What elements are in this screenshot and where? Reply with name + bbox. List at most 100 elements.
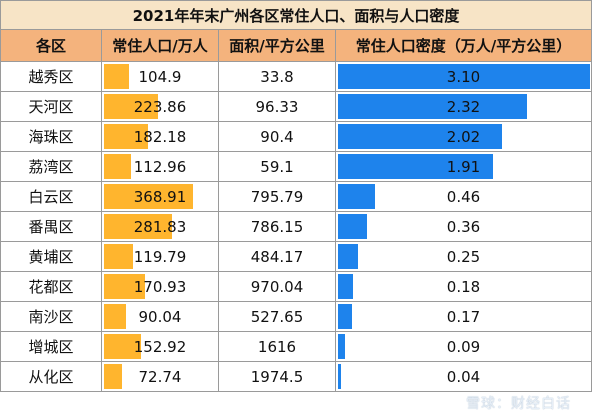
table-row: 白云区 368.91 795.79 0.46 <box>0 181 592 212</box>
density-bar <box>338 94 527 119</box>
density-bar <box>338 64 590 89</box>
district-name: 白云区 <box>0 181 102 212</box>
table-body: 越秀区 104.9 33.8 3.10 天河区 223.86 96.33 2.32 海珠区 182… <box>0 61 592 392</box>
area-value: 90.4 <box>218 121 336 152</box>
area-value: 970.04 <box>218 271 336 302</box>
district-name: 从化区 <box>0 361 102 392</box>
population-value: 281.83 <box>133 217 187 236</box>
table-row: 海珠区 182.18 90.4 2.02 <box>0 121 592 152</box>
population-cell: 119.79 <box>101 241 219 272</box>
population-cell: 90.04 <box>101 301 219 332</box>
population-value: 368.91 <box>133 187 187 206</box>
population-cell: 112.96 <box>101 151 219 182</box>
density-cell: 2.32 <box>334 91 592 122</box>
population-value: 223.86 <box>133 97 187 116</box>
density-value: 2.02 <box>446 127 481 146</box>
density-value: 3.10 <box>446 67 481 86</box>
table-row: 南沙区 90.04 527.65 0.17 <box>0 301 592 332</box>
population-value: 90.04 <box>138 307 182 326</box>
population-cell: 152.92 <box>101 331 219 362</box>
population-bar <box>104 64 129 89</box>
population-bar <box>104 214 172 239</box>
population-value: 112.96 <box>133 157 187 176</box>
population-value: 119.79 <box>133 247 187 266</box>
population-value: 72.74 <box>138 367 182 386</box>
header-population: 常住人口/万人 <box>101 29 219 62</box>
district-name: 黄埔区 <box>0 241 102 272</box>
density-value: 0.04 <box>446 367 481 386</box>
density-cell: 0.25 <box>334 241 592 272</box>
table-title: 2021年年末广州各区常住人口、面积与人口密度 <box>0 0 592 30</box>
population-bar <box>104 154 131 179</box>
density-cell: 0.04 <box>334 361 592 392</box>
population-cell: 170.93 <box>101 271 219 302</box>
density-bar <box>338 184 375 209</box>
table-row: 花都区 170.93 970.04 0.18 <box>0 271 592 302</box>
density-bar <box>338 304 352 329</box>
population-cell: 223.86 <box>101 91 219 122</box>
area-value: 484.17 <box>218 241 336 272</box>
density-bar <box>338 364 341 389</box>
district-name: 荔湾区 <box>0 151 102 182</box>
watermark: 雪球：财经白话 <box>466 396 571 412</box>
area-value: 527.65 <box>218 301 336 332</box>
table-row: 荔湾区 112.96 59.1 1.91 <box>0 151 592 182</box>
area-value: 795.79 <box>218 181 336 212</box>
density-value: 1.91 <box>446 157 481 176</box>
density-value: 0.36 <box>446 217 481 236</box>
area-value: 786.15 <box>218 211 336 242</box>
area-value: 1616 <box>218 331 336 362</box>
table-row: 黄埔区 119.79 484.17 0.25 <box>0 241 592 272</box>
district-name: 花都区 <box>0 271 102 302</box>
table-row: 增城区 152.92 1616 0.09 <box>0 331 592 362</box>
population-bar <box>104 124 148 149</box>
density-value: 0.17 <box>446 307 481 326</box>
density-bar <box>338 334 345 359</box>
density-bar <box>338 244 358 269</box>
density-value: 0.46 <box>446 187 481 206</box>
population-value: 152.92 <box>133 337 187 356</box>
density-bar <box>338 154 493 179</box>
population-bar <box>104 304 126 329</box>
population-bar <box>104 94 158 119</box>
density-value: 0.09 <box>446 337 481 356</box>
area-value: 59.1 <box>218 151 336 182</box>
density-value: 0.25 <box>446 247 481 266</box>
density-cell: 2.02 <box>334 121 592 152</box>
district-name: 番禺区 <box>0 211 102 242</box>
district-name: 越秀区 <box>0 61 102 92</box>
density-bar <box>338 124 502 149</box>
district-name: 增城区 <box>0 331 102 362</box>
header-district: 各区 <box>0 29 102 62</box>
area-value: 96.33 <box>218 91 336 122</box>
density-cell: 1.91 <box>334 151 592 182</box>
district-name: 南沙区 <box>0 301 102 332</box>
density-cell: 0.36 <box>334 211 592 242</box>
table-row: 番禺区 281.83 786.15 0.36 <box>0 211 592 242</box>
table-row: 越秀区 104.9 33.8 3.10 <box>0 61 592 92</box>
district-table: 2021年年末广州各区常住人口、面积与人口密度 各区 常住人口/万人 面积/平方… <box>0 0 592 392</box>
density-cell: 0.17 <box>334 301 592 332</box>
header-density: 常住人口密度（万人/平方公里） <box>334 29 592 62</box>
density-bar <box>338 214 367 239</box>
population-bar <box>104 184 193 209</box>
district-name: 天河区 <box>0 91 102 122</box>
population-cell: 182.18 <box>101 121 219 152</box>
area-value: 33.8 <box>218 61 336 92</box>
area-value: 1974.5 <box>218 361 336 392</box>
header-area: 面积/平方公里 <box>218 29 336 62</box>
population-cell: 72.74 <box>101 361 219 392</box>
population-cell: 368.91 <box>101 181 219 212</box>
density-cell: 3.10 <box>334 61 592 92</box>
table-row: 从化区 72.74 1974.5 0.04 <box>0 361 592 392</box>
density-cell: 0.46 <box>334 181 592 212</box>
district-name: 海珠区 <box>0 121 102 152</box>
density-value: 0.18 <box>446 277 481 296</box>
population-bar <box>104 364 122 389</box>
table-row: 天河区 223.86 96.33 2.32 <box>0 91 592 122</box>
density-bar <box>338 274 353 299</box>
population-bar <box>104 274 145 299</box>
population-value: 170.93 <box>133 277 187 296</box>
population-bar <box>104 334 141 359</box>
density-value: 2.32 <box>446 97 481 116</box>
